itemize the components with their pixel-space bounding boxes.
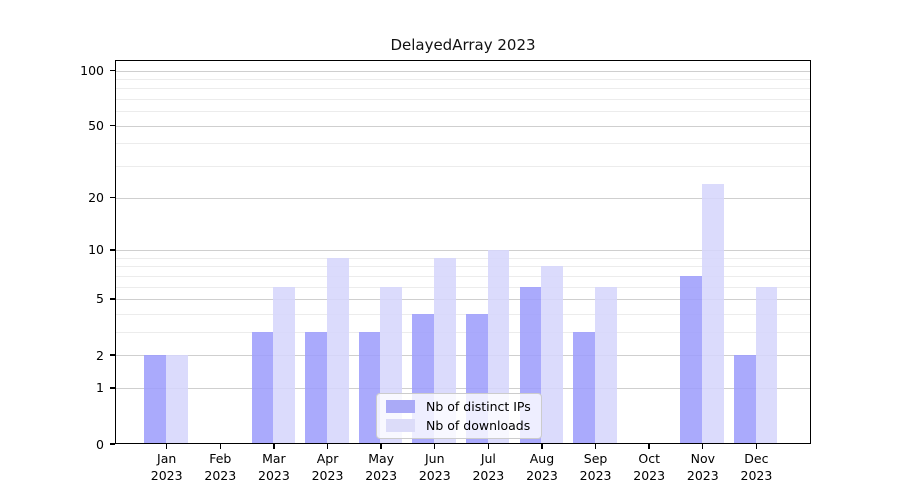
y-tick <box>110 249 115 251</box>
bar-downloads <box>273 286 295 444</box>
x-tick <box>434 444 436 449</box>
y-tick <box>110 387 115 389</box>
bar-downloads <box>541 266 563 444</box>
gridline-minor <box>115 266 811 268</box>
gridline-minor <box>115 275 811 277</box>
x-tick <box>326 444 329 449</box>
y-tick-label: 10 <box>88 242 104 258</box>
gridline-minor <box>115 143 811 145</box>
x-tick-label: Sep 2023 <box>568 450 624 484</box>
legend-entry: Nb of downloads <box>386 418 531 433</box>
bar-downloads <box>702 183 724 444</box>
x-tick <box>487 444 490 449</box>
y-tick <box>110 298 115 300</box>
bar-downloads <box>326 257 349 444</box>
gridline-major <box>115 125 811 127</box>
x-tick-year: 2023 <box>633 468 666 483</box>
gridline-minor <box>115 78 811 80</box>
chart-title: DelayedArray 2023 <box>390 36 536 54</box>
x-tick <box>755 444 758 449</box>
x-tick-label: Jan 2023 <box>139 450 195 484</box>
x-tick-year: 2023 <box>686 468 719 483</box>
x-tick-year: 2023 <box>579 468 612 483</box>
y-tick <box>110 125 115 127</box>
gridline-minor <box>115 257 811 259</box>
x-tick-label: May 2023 <box>353 450 409 484</box>
x-tick <box>219 444 221 449</box>
gridline-minor <box>115 313 811 315</box>
gridline-minor <box>115 331 811 333</box>
y-tick <box>110 69 115 72</box>
x-tick-year: 2023 <box>258 468 290 483</box>
x-tick-year: 2023 <box>418 468 451 483</box>
x-tick-label: Dec 2023 <box>728 450 784 484</box>
bar-distinct-ips <box>358 331 381 444</box>
legend-swatch <box>386 419 415 432</box>
bar-distinct-ips <box>573 331 595 444</box>
gridline-major <box>115 355 811 357</box>
bar-distinct-ips <box>680 275 703 444</box>
bar-distinct-ips <box>251 331 274 444</box>
y-tick-label: 20 <box>88 190 104 206</box>
legend-swatch <box>386 400 415 413</box>
gridline-minor <box>115 286 811 288</box>
gridline-minor <box>115 99 811 101</box>
x-tick-label: Oct 2023 <box>621 450 677 484</box>
x-tick <box>648 444 650 449</box>
x-tick-label: Mar 2023 <box>246 450 302 484</box>
x-tick <box>594 444 597 449</box>
gridline-major <box>115 249 811 251</box>
gridline-minor <box>115 111 811 113</box>
bar-distinct-ips <box>305 331 327 444</box>
gridline-major <box>115 70 811 72</box>
x-tick-year: 2023 <box>472 468 505 483</box>
legend-label: Nb of downloads <box>426 418 531 433</box>
y-tick-label: 50 <box>88 118 104 134</box>
x-tick <box>541 444 543 449</box>
bar-downloads <box>166 355 188 444</box>
x-tick-label: Feb 2023 <box>192 450 248 484</box>
y-tick-label: 1 <box>96 380 104 396</box>
legend-label: Nb of distinct IPs <box>426 399 531 414</box>
y-tick-label: 5 <box>96 291 104 307</box>
gridline-major <box>115 298 811 300</box>
x-tick <box>166 444 168 449</box>
bar-distinct-ips <box>734 355 756 444</box>
x-tick-year: 2023 <box>526 468 558 483</box>
gridline-minor <box>115 88 811 90</box>
x-tick-year: 2023 <box>204 468 237 483</box>
gridline-minor <box>115 166 811 168</box>
x-tick <box>273 444 275 449</box>
plot-area: Nb of distinct IPs Nb of downloads <box>115 60 811 444</box>
y-tick-label: 2 <box>96 347 104 363</box>
y-tick-label: 0 <box>96 436 104 452</box>
legend-entry: Nb of distinct IPs <box>386 399 531 414</box>
x-tick <box>702 444 704 449</box>
x-tick-year: 2023 <box>311 468 344 483</box>
bar-distinct-ips <box>144 355 166 444</box>
x-tick-label: Aug 2023 <box>514 450 570 484</box>
gridline-major <box>115 197 811 199</box>
x-tick-label: Jul 2023 <box>460 450 516 484</box>
gridline-major <box>115 387 811 389</box>
y-tick-label: 100 <box>80 63 104 78</box>
legend: Nb of distinct IPs Nb of downloads <box>376 393 542 439</box>
x-tick-year: 2023 <box>150 468 183 483</box>
y-tick <box>110 443 115 445</box>
bar-downloads <box>755 286 778 444</box>
y-tick <box>110 354 115 356</box>
x-tick-year: 2023 <box>740 468 773 483</box>
x-tick <box>380 444 382 449</box>
x-tick-year: 2023 <box>365 468 398 483</box>
bar-downloads <box>594 286 617 444</box>
x-tick-label: Nov 2023 <box>675 450 731 484</box>
x-tick-label: Apr 2023 <box>300 450 356 484</box>
y-tick <box>110 196 115 199</box>
x-tick-label: Jun 2023 <box>407 450 463 484</box>
